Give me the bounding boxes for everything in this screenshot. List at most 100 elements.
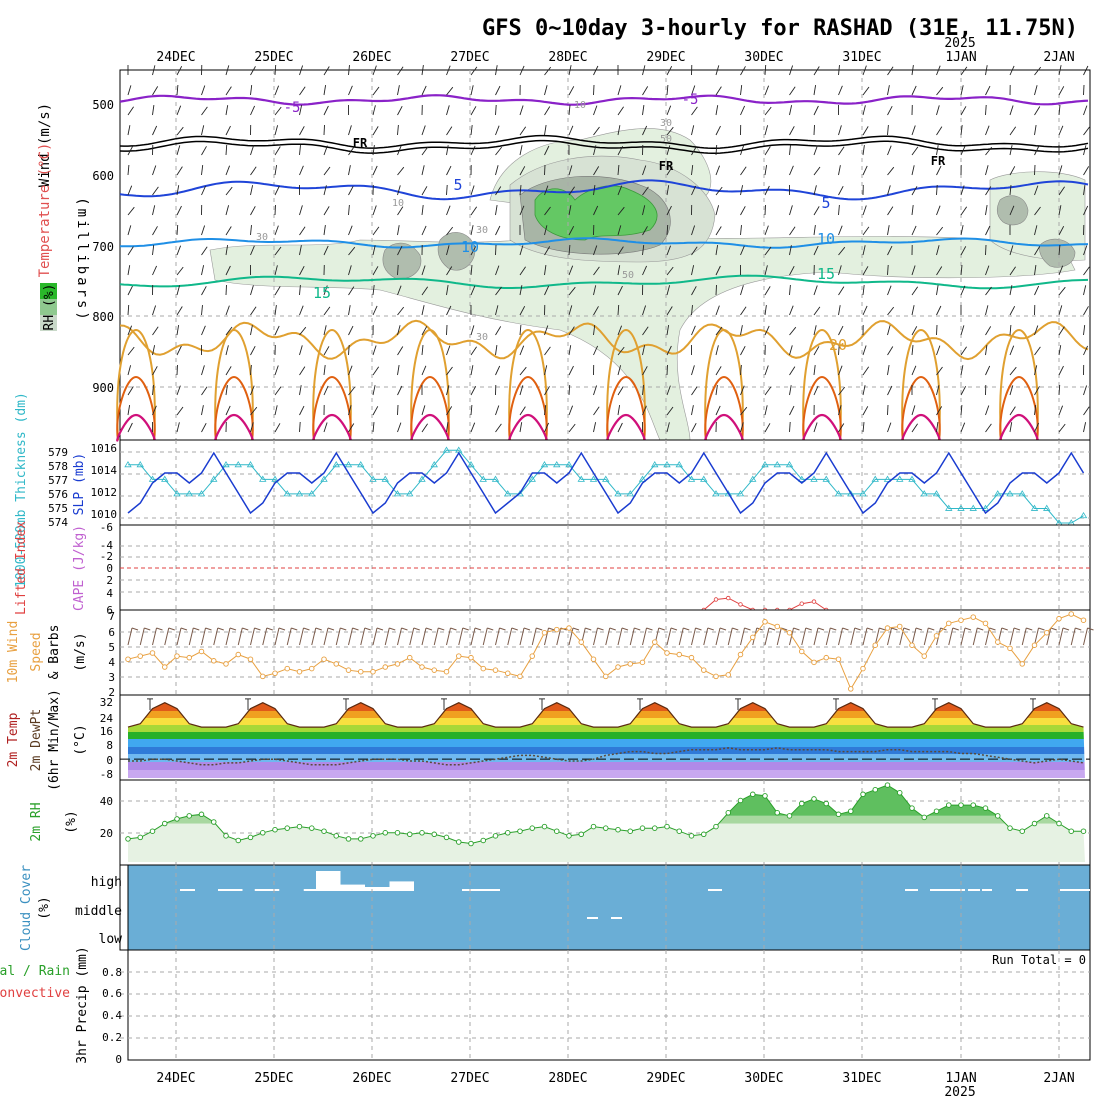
wind-barb bbox=[740, 325, 743, 336]
wind-barb bbox=[127, 225, 132, 236]
wind-barb bbox=[176, 245, 182, 256]
wind10-line-point bbox=[823, 654, 830, 661]
wind-barb bbox=[960, 106, 967, 116]
rh2m-point bbox=[394, 830, 401, 836]
wind10-line-point bbox=[713, 673, 719, 680]
wind-barb bbox=[127, 386, 134, 396]
cloud-bar-high bbox=[340, 884, 365, 891]
wind-barb bbox=[960, 346, 967, 356]
wind10-barb bbox=[960, 627, 966, 646]
lifted-index-panel: -6 -4 -2 0 2 4 6 Lifted Index CAPE (J/kg… bbox=[14, 521, 1091, 617]
precip-gridlines bbox=[120, 950, 1090, 1060]
rh-label-30d: 30 bbox=[476, 332, 488, 343]
thickness-line-point bbox=[344, 461, 353, 468]
bottom-date-label: 2JAN bbox=[1043, 1071, 1074, 1086]
temp2m-band bbox=[128, 732, 1085, 739]
wind-barb bbox=[985, 225, 991, 236]
wind-barb bbox=[642, 205, 646, 216]
wind-barb bbox=[985, 244, 987, 256]
rh2m-point bbox=[786, 813, 793, 819]
wind-barb bbox=[274, 246, 282, 256]
wind-barb bbox=[1058, 205, 1062, 216]
wind-barb bbox=[201, 225, 206, 236]
wind-barb bbox=[397, 105, 403, 116]
wind-barb bbox=[176, 126, 184, 136]
bottom-date-label: 31DEC bbox=[842, 1071, 881, 1086]
wind-barb bbox=[421, 205, 424, 216]
rh-label-50a: 50 bbox=[660, 134, 672, 145]
wind-barb bbox=[127, 125, 131, 136]
wind-barb bbox=[544, 145, 550, 156]
wind-barb bbox=[470, 206, 478, 216]
contour-30-bump bbox=[704, 413, 744, 442]
wind-barb bbox=[593, 166, 600, 176]
wind-barb bbox=[152, 125, 158, 136]
wind-barb bbox=[1034, 325, 1039, 336]
wind10-line-point bbox=[260, 673, 266, 680]
wind-barb bbox=[544, 422, 550, 433]
wind-barb bbox=[1034, 125, 1037, 136]
wind-barb bbox=[691, 85, 696, 96]
wind-barb bbox=[397, 422, 402, 433]
wind-barb bbox=[715, 345, 719, 356]
wind10-barb bbox=[262, 627, 268, 646]
wind-barb bbox=[544, 285, 550, 296]
wind-barb bbox=[617, 365, 622, 376]
wind-barb bbox=[838, 204, 840, 216]
thick-576: 576 bbox=[48, 488, 68, 501]
wind10-barb bbox=[556, 627, 562, 646]
wind-barb bbox=[862, 165, 868, 176]
wind10-line-point bbox=[272, 670, 278, 677]
wind-barb bbox=[666, 422, 670, 433]
ylabel-wind: Wind (m/s) bbox=[37, 103, 53, 187]
wind-barb bbox=[568, 365, 574, 376]
wind-barb bbox=[593, 285, 597, 296]
thick-574: 574 bbox=[48, 516, 68, 529]
wind-barb bbox=[274, 85, 280, 96]
thickness-line-point bbox=[393, 490, 402, 497]
wind-barb bbox=[568, 205, 572, 216]
wind-barb bbox=[495, 85, 501, 96]
wind-barb bbox=[764, 125, 769, 136]
wind10-barb-flag bbox=[156, 627, 163, 631]
wind-barb bbox=[985, 365, 991, 376]
wind-barb bbox=[764, 423, 771, 433]
wind10-line-point bbox=[480, 665, 487, 672]
wind10-barb-flag bbox=[352, 627, 359, 631]
upper-panel: -5 -5 FR FR FR 5 5 10 10 15 15 20 10 30 … bbox=[37, 64, 1091, 442]
wind-barb bbox=[887, 206, 894, 216]
cloud-bar-middle bbox=[587, 917, 598, 919]
wind-barb bbox=[985, 186, 992, 196]
bottom-date-label: 25DEC bbox=[254, 1071, 293, 1086]
rh2m-point bbox=[210, 819, 217, 825]
wind-barb bbox=[764, 106, 772, 116]
wind-barb bbox=[789, 205, 793, 216]
wind-barb bbox=[470, 325, 475, 336]
cloud-bar-high-thin bbox=[378, 889, 402, 891]
thickness-line-point bbox=[638, 475, 647, 482]
wind-barb bbox=[495, 405, 500, 416]
wind-barb bbox=[642, 165, 647, 176]
cloud-level-low: low bbox=[99, 932, 123, 947]
wind10-barb-flag bbox=[413, 627, 420, 631]
wind-barb bbox=[617, 285, 623, 296]
wind10-barb bbox=[727, 627, 733, 646]
wind-barb bbox=[421, 423, 428, 433]
wind-barb bbox=[1058, 65, 1062, 76]
wind-barb bbox=[715, 125, 721, 136]
contour-30-bump bbox=[214, 413, 254, 442]
wind-barb bbox=[1009, 324, 1012, 336]
wind-barb bbox=[666, 105, 672, 116]
wind10-barb bbox=[923, 627, 929, 646]
wind-barb bbox=[666, 266, 674, 276]
wind-barb bbox=[176, 325, 180, 336]
wind-barb bbox=[666, 325, 670, 336]
wind-barb bbox=[617, 346, 625, 356]
wind10-line-point bbox=[762, 619, 768, 625]
wind-barb bbox=[495, 186, 502, 196]
wind-barb bbox=[274, 405, 278, 416]
rh2m-point bbox=[529, 825, 536, 831]
top-date-label: 29DEC bbox=[646, 50, 685, 65]
top-date-label: 25DEC bbox=[254, 50, 293, 65]
wind-barb bbox=[936, 205, 941, 216]
